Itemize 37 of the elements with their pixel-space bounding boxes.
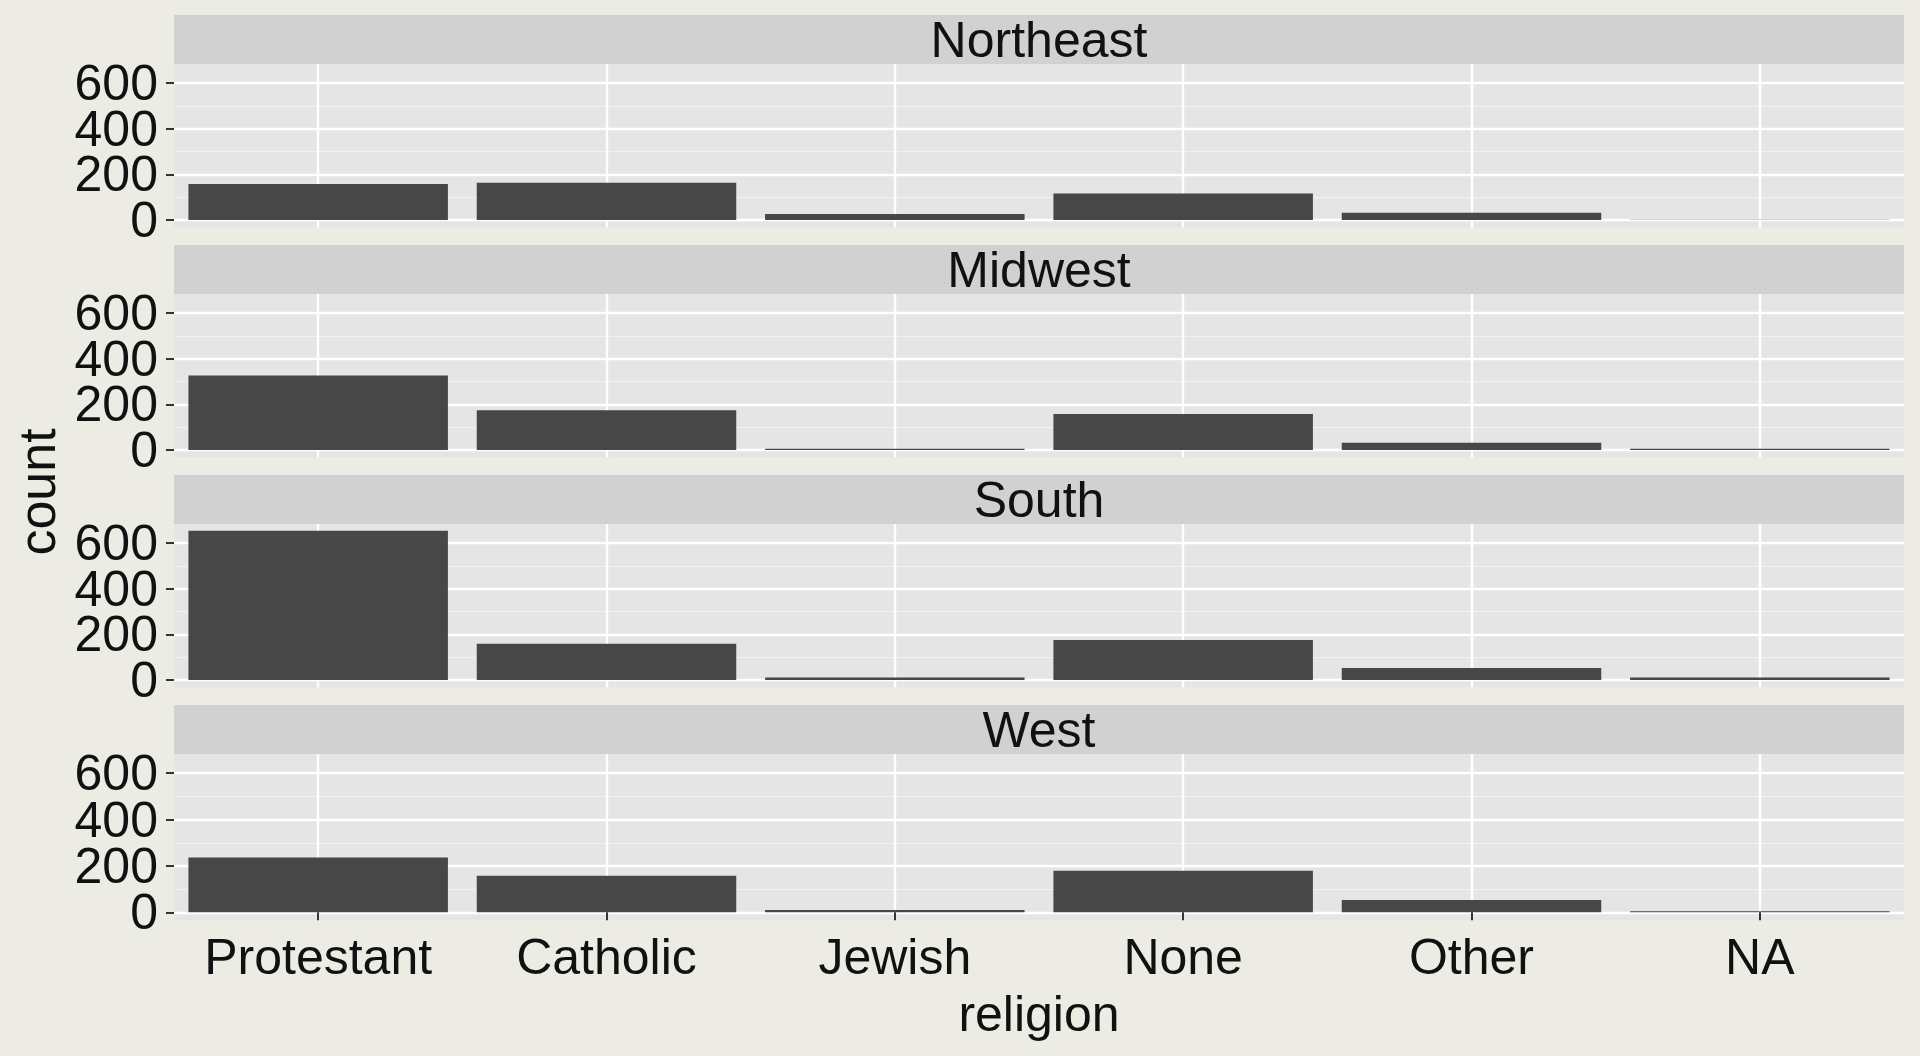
bar [1630,677,1890,680]
bar [1341,212,1602,220]
x-tick-label: Protestant [204,929,433,985]
bar [476,410,737,450]
bar [1341,667,1602,680]
bar [476,643,737,680]
bar [476,875,737,913]
bar [1053,870,1313,913]
y-tick-label: 0 [130,652,158,708]
bar [1341,900,1602,913]
bar [1053,193,1313,220]
x-tick-label: NA [1725,929,1796,985]
y-tick-label: 600 [74,514,158,571]
bar [188,183,448,220]
bar [1341,442,1602,450]
y-tick-label: 600 [74,284,158,341]
x-tick-label: None [1123,929,1243,985]
bar [188,857,448,913]
y-axis-title: count [8,428,66,556]
bar [1053,640,1313,680]
y-tick-label: 0 [130,422,158,478]
chart-title: West [982,701,1096,758]
bar [188,530,448,680]
bar [765,214,1025,220]
x-tick-label: Catholic [516,929,697,985]
chart-title: Northeast [930,11,1148,68]
x-axis-title: religion [958,986,1120,1042]
bar [1053,413,1313,450]
x-tick-label: Other [1408,929,1535,985]
chart-title: Midwest [947,241,1131,298]
bar [188,375,448,450]
x-tick-label: Jewish [818,929,972,985]
y-tick-label: 0 [130,192,158,248]
chart-title: South [973,471,1105,528]
bar [765,677,1025,680]
bar [476,182,737,220]
y-tick-label: 600 [74,54,158,111]
